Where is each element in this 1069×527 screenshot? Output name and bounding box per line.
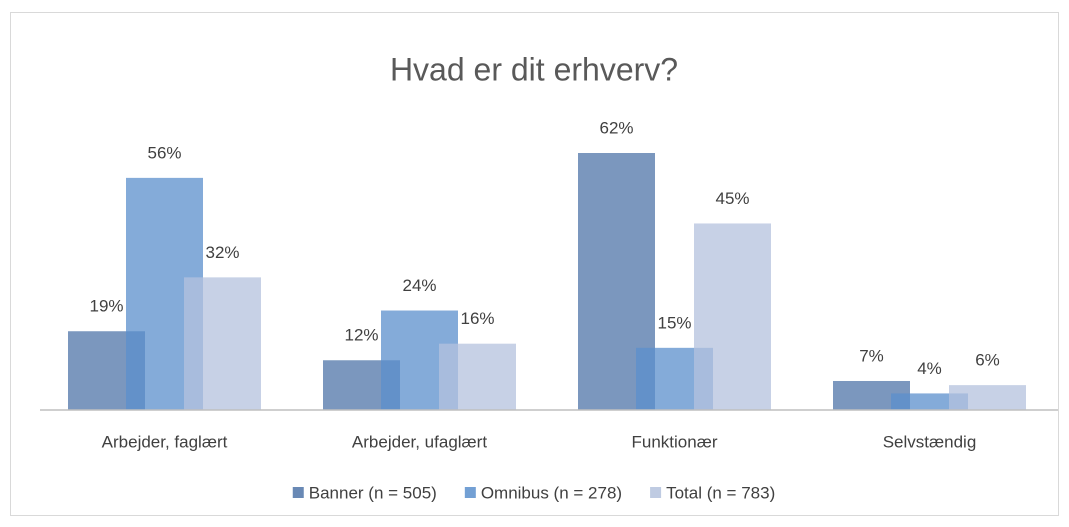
bar	[184, 277, 261, 410]
legend-label: Total (n = 783)	[666, 483, 775, 502]
data-label: 16%	[460, 309, 494, 328]
data-label: 24%	[402, 276, 436, 295]
x-tick-label: Funktionær	[632, 432, 718, 451]
data-label: 4%	[917, 359, 942, 378]
bar	[949, 385, 1026, 410]
x-tick-label: Arbejder, ufaglært	[352, 432, 487, 451]
bar	[439, 343, 516, 410]
legend-label: Banner (n = 505)	[309, 483, 437, 502]
chart-title: Hvad er dit erhverv?	[390, 51, 678, 87]
data-label: 45%	[715, 189, 749, 208]
data-label: 15%	[657, 313, 691, 332]
data-label: 12%	[344, 326, 378, 345]
data-label: 6%	[975, 351, 1000, 370]
x-tick-label: Selvstændig	[883, 432, 977, 451]
legend-swatch	[650, 487, 662, 498]
data-label: 32%	[205, 243, 239, 262]
legend-label: Omnibus (n = 278)	[481, 483, 622, 502]
data-label: 7%	[859, 346, 884, 365]
bar	[891, 393, 968, 410]
bar	[694, 223, 771, 410]
data-label: 62%	[599, 118, 633, 137]
legend-swatch	[464, 487, 476, 498]
data-label: 56%	[147, 143, 181, 162]
legend-swatch	[292, 487, 304, 498]
x-tick-label: Arbejder, faglært	[102, 432, 228, 451]
data-label: 19%	[89, 297, 123, 316]
